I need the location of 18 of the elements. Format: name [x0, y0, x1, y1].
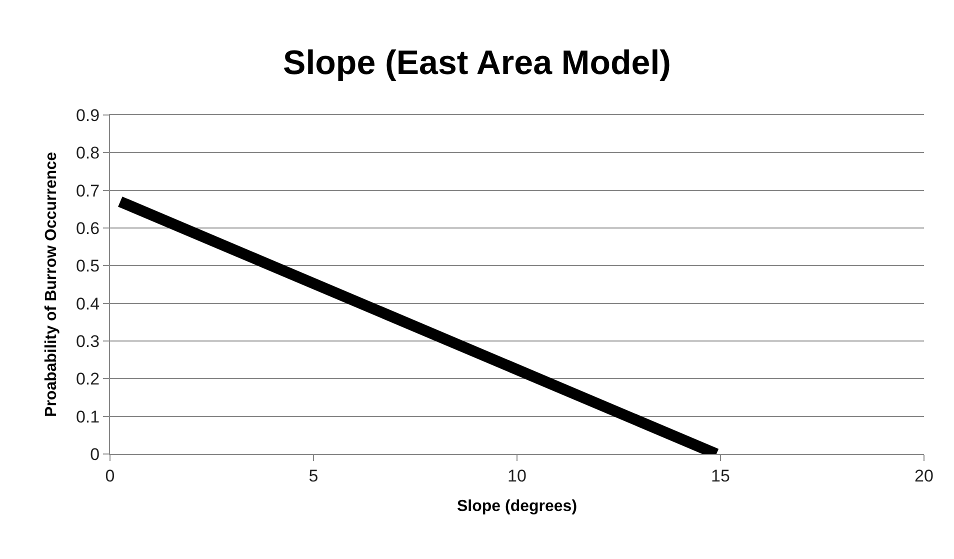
y-tick-label: 0.4: [76, 294, 100, 314]
y-tick-label: 0.7: [76, 181, 100, 200]
x-tick-label: 5: [308, 466, 318, 486]
x-tick-label: 15: [711, 466, 730, 486]
y-tick-label: 0.1: [76, 407, 100, 426]
x-tick-label: 0: [105, 466, 115, 486]
y-tick-label: 0.5: [76, 256, 100, 276]
y-tick-label: 0.3: [76, 332, 100, 351]
y-axis-title: Proabability of Burrow Occurrence: [42, 152, 60, 417]
chart-title: Slope (East Area Model): [283, 44, 671, 82]
y-tick-label: 0.9: [76, 106, 100, 125]
x-tick-label: 10: [508, 466, 526, 486]
y-tick-label: 0.2: [76, 370, 100, 389]
x-axis-title: Slope (degrees): [456, 498, 578, 516]
y-tick-label: 0.6: [76, 218, 100, 238]
y-tick-label: 0: [90, 444, 100, 464]
x-tick-label: 20: [914, 466, 934, 486]
y-tick-label: 0.8: [76, 144, 100, 163]
